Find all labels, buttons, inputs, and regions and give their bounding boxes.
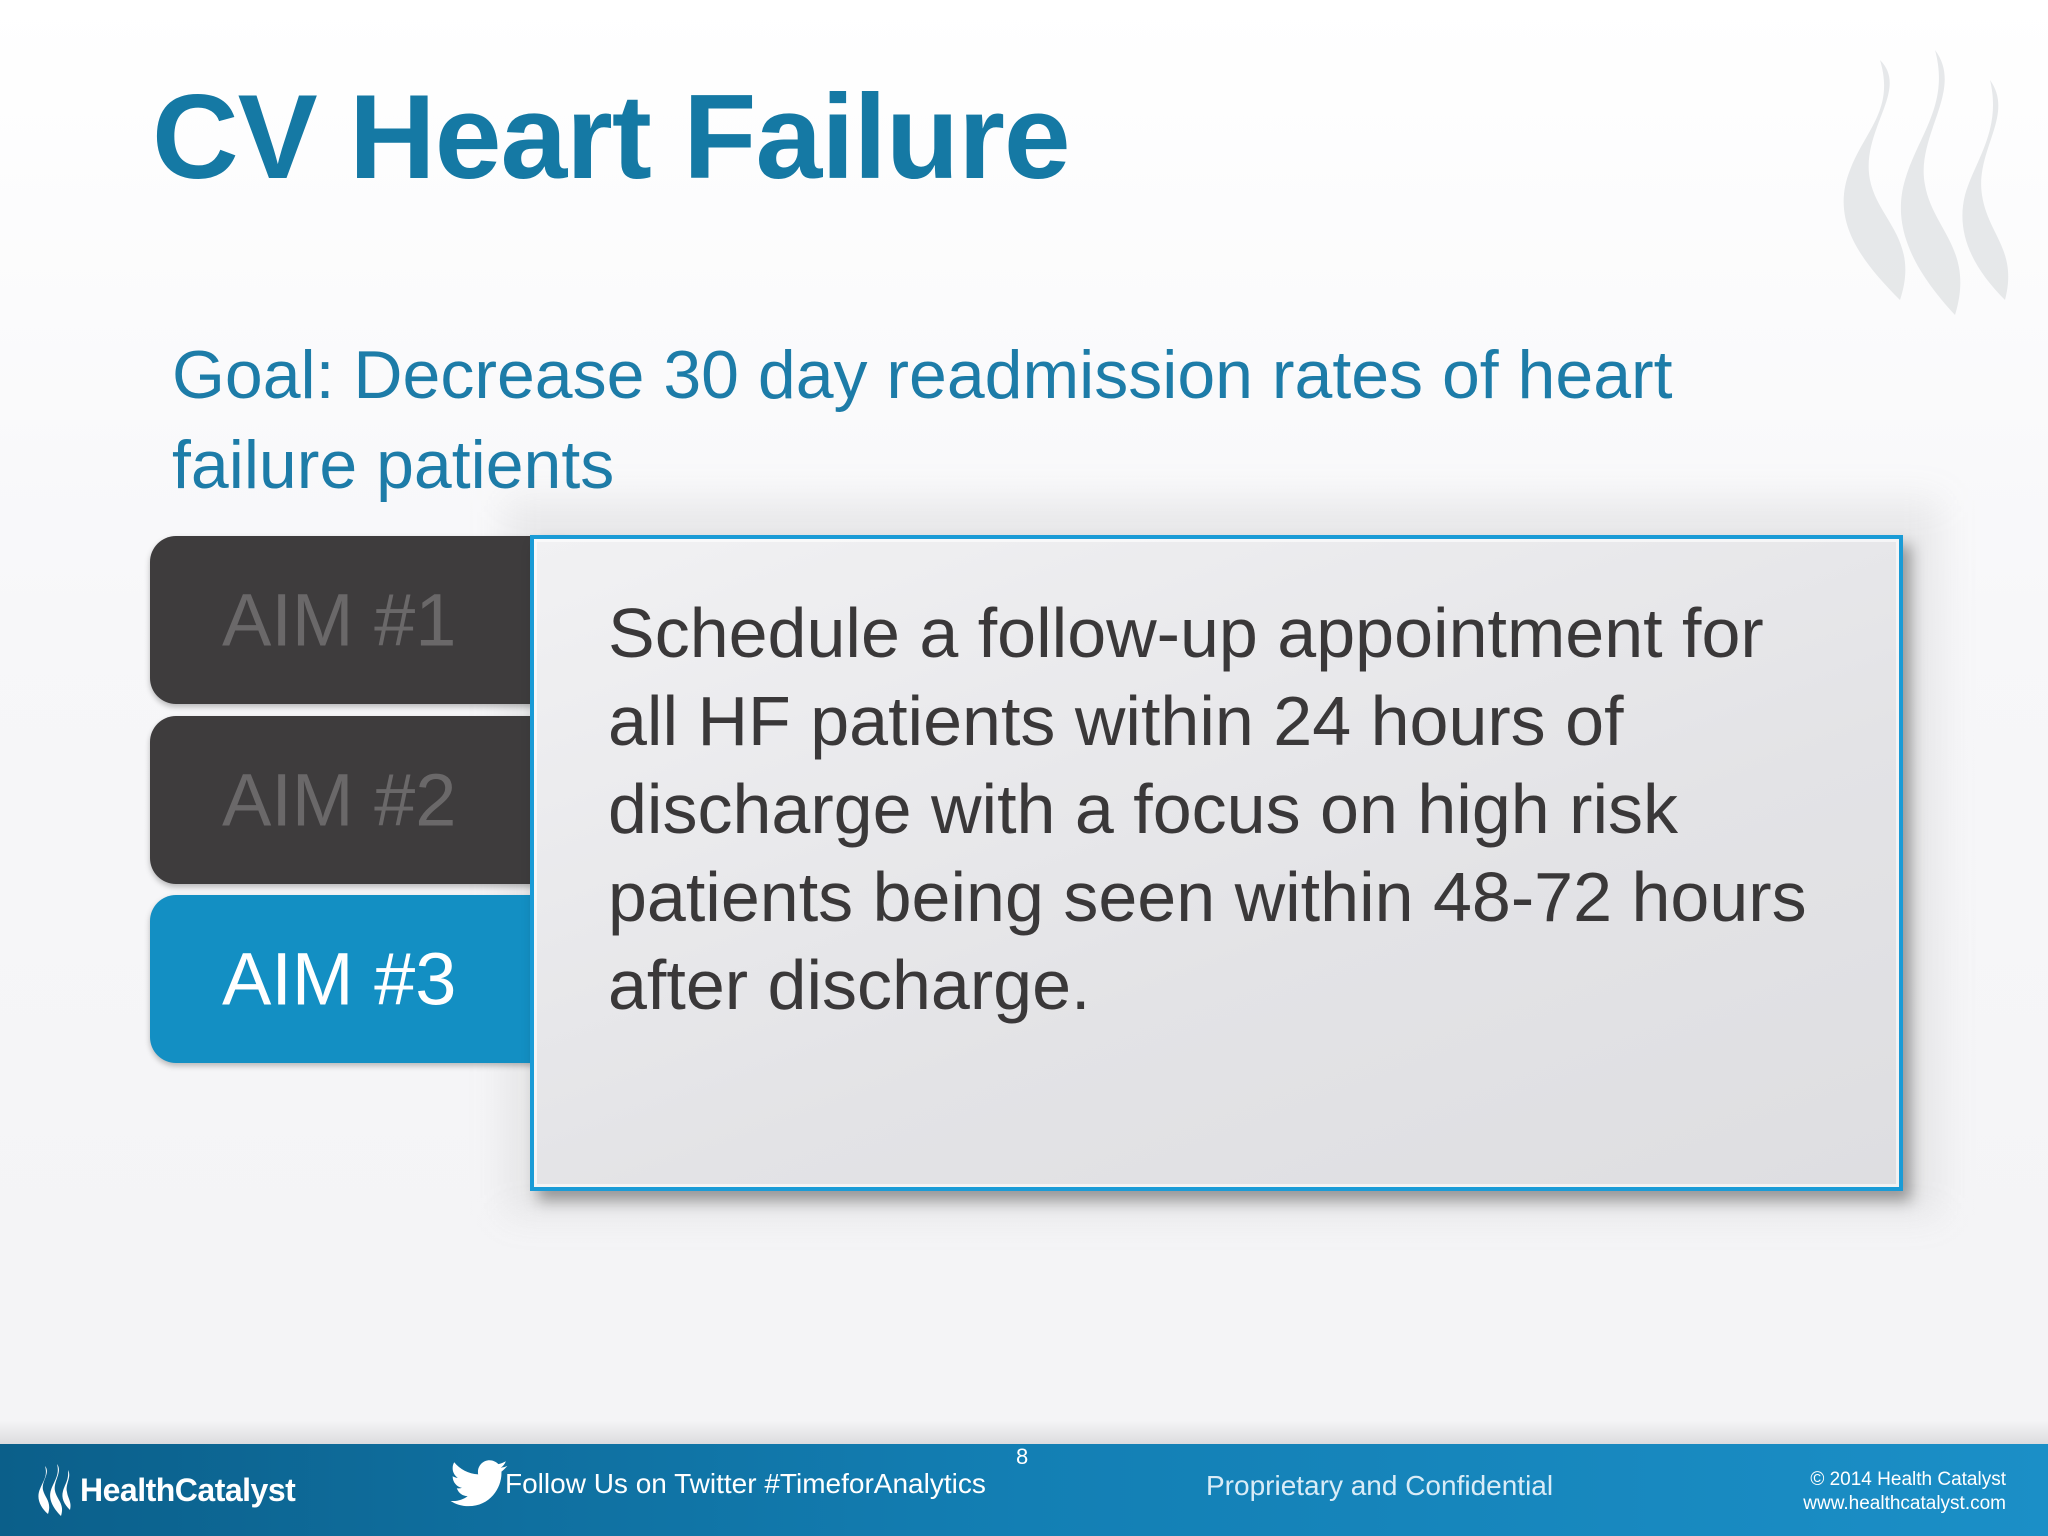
website-link[interactable]: www.healthcatalyst.com (1803, 1493, 2006, 1514)
confidential-notice: Proprietary and Confidential (1206, 1470, 1554, 1501)
flame-watermark-icon (1843, 50, 2009, 315)
slide-title: CV Heart Failure (152, 70, 1071, 204)
twitter-follow-link[interactable]: Follow Us on Twitter #TimeforAnalytics (505, 1468, 986, 1499)
health-catalyst-logo: HealthCatalyst (38, 1464, 296, 1516)
tab-aim-3-label: AIM #3 (222, 937, 457, 1021)
health-catalyst-logo-text: HealthCatalyst (80, 1471, 296, 1508)
tab-aim-1[interactable]: AIM #1 (150, 536, 570, 704)
footer-bar: HealthCatalyst Follow Us on Twitter #Tim… (0, 1444, 2048, 1536)
page-number: 8 (1016, 1444, 1029, 1469)
copyright-text: © 2014 Health Catalyst (1810, 1469, 2006, 1490)
tab-aim-2-label: AIM #2 (222, 758, 457, 842)
tab-aim-1-label: AIM #1 (222, 578, 457, 662)
footer-divider (0, 1420, 2048, 1444)
tab-aim-2[interactable]: AIM #2 (150, 716, 570, 884)
tab-aim-3[interactable]: AIM #3 (150, 895, 570, 1063)
goal-text: Goal: Decrease 30 day readmission rates … (172, 337, 1673, 503)
copyright-block: © 2014 Health Catalyst www.healthcatalys… (1803, 1468, 2006, 1516)
twitter-bird-icon[interactable] (448, 1454, 510, 1516)
aim-description: Schedule a follow-up appointment for all… (608, 594, 1807, 1024)
health-catalyst-flame-icon (38, 1464, 71, 1516)
aim-content-panel: Schedule a follow-up appointment for all… (530, 535, 1903, 1191)
